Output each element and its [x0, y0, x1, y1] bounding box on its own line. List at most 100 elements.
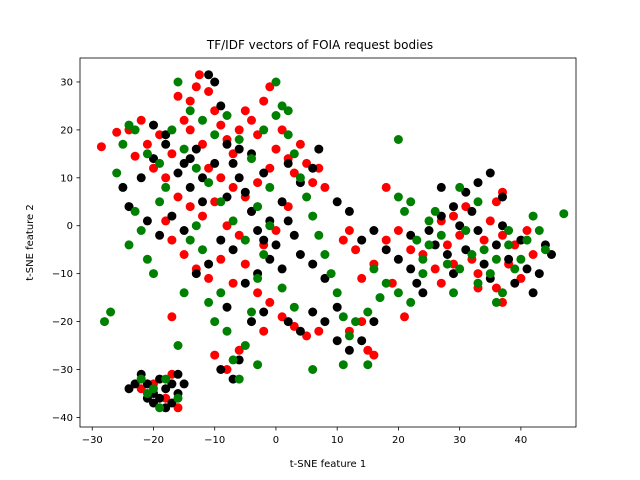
data-point-s0-25 [289, 168, 299, 178]
data-point-s1-62 [381, 245, 391, 255]
x-tick-label-3: 0 [273, 435, 279, 446]
data-point-s2-51 [216, 197, 226, 207]
data-point-s2-18 [228, 355, 238, 365]
data-point-s1-104 [485, 168, 495, 178]
data-point-s2-86 [467, 250, 477, 259]
data-point-s0-16 [234, 125, 244, 135]
data-point-s2-84 [455, 264, 465, 274]
x-tick-label-5: 20 [392, 435, 405, 446]
data-point-s2-64 [247, 154, 256, 164]
data-point-s0-53 [161, 216, 171, 226]
data-point-s0-21 [265, 82, 275, 92]
data-points [96, 70, 569, 413]
data-point-s2-93 [510, 264, 520, 274]
data-point-s2-80 [430, 206, 440, 216]
data-point-s1-114 [283, 158, 293, 168]
data-point-s1-72 [179, 379, 189, 389]
data-point-s2-35 [332, 288, 342, 298]
data-point-s2-28 [289, 149, 299, 159]
data-point-s0-48 [234, 230, 244, 240]
data-point-s0-108 [510, 240, 520, 250]
data-point-s1-75 [149, 398, 158, 408]
data-point-s2-57 [289, 302, 299, 312]
data-point-s1-86 [455, 221, 465, 231]
data-point-s2-11 [185, 235, 195, 245]
data-point-s0-83 [344, 226, 354, 235]
data-point-s0-26 [295, 139, 305, 149]
data-point-s0-92 [430, 264, 440, 274]
data-point-s2-27 [283, 130, 293, 140]
data-point-s1-106 [449, 202, 458, 212]
data-point-s2-85 [461, 226, 471, 235]
data-point-s1-34 [155, 230, 165, 240]
data-point-s1-73 [130, 379, 140, 389]
data-point-s2-58 [173, 77, 183, 87]
data-point-s2-34 [326, 269, 336, 279]
data-point-s2-95 [522, 235, 532, 245]
data-point-s0-23 [277, 125, 287, 135]
data-point-s2-83 [449, 288, 458, 298]
data-point-s2-10 [179, 288, 189, 298]
data-point-s2-23 [259, 250, 269, 259]
data-point-s0-84 [338, 235, 348, 245]
data-point-s2-78 [418, 269, 428, 279]
data-point-s1-7 [198, 197, 207, 207]
data-point-s1-43 [222, 302, 232, 312]
data-point-s2-87 [473, 278, 483, 288]
data-point-s2-66 [271, 111, 281, 120]
y-tick-label-2: −20 [52, 317, 73, 328]
data-point-s0-67 [210, 350, 220, 360]
data-point-s0-64 [289, 321, 299, 331]
data-point-s1-116 [308, 163, 318, 173]
data-point-s0-11 [204, 87, 214, 96]
data-point-s1-82 [430, 240, 440, 250]
data-point-s2-60 [198, 115, 207, 125]
data-point-s2-47 [167, 125, 177, 135]
data-point-s2-22 [253, 273, 263, 283]
data-point-s0-81 [357, 273, 367, 283]
data-point-s1-27 [240, 278, 250, 288]
data-point-s2-9 [173, 341, 183, 350]
data-point-s0-17 [240, 106, 250, 116]
data-point-s1-79 [167, 398, 177, 408]
data-point-s1-119 [412, 278, 422, 288]
data-point-s2-62 [222, 111, 232, 120]
data-point-s0-82 [351, 245, 361, 255]
data-point-s0-40 [136, 115, 146, 125]
data-point-s2-24 [265, 221, 275, 231]
data-point-s1-107 [436, 182, 446, 192]
data-point-s2-68 [136, 374, 146, 384]
data-point-s1-41 [259, 307, 269, 317]
data-point-s0-66 [314, 326, 324, 336]
data-point-s2-26 [277, 101, 287, 111]
data-point-s1-68 [155, 393, 165, 403]
data-point-s0-6 [167, 149, 177, 159]
data-point-s0-19 [253, 130, 263, 140]
data-point-s2-54 [253, 202, 263, 212]
data-point-s0-55 [179, 250, 189, 259]
data-point-s1-13 [234, 173, 244, 183]
data-point-s1-93 [498, 221, 507, 231]
data-point-s2-94 [516, 254, 526, 264]
data-point-s1-47 [283, 317, 293, 327]
data-point-s2-61 [210, 130, 220, 140]
data-point-s1-103 [473, 178, 483, 188]
data-point-s2-109 [455, 182, 465, 192]
data-point-s0-10 [194, 70, 204, 80]
data-point-s0-27 [302, 158, 312, 168]
data-point-s2-56 [277, 283, 287, 293]
data-point-s0-96 [455, 230, 465, 240]
data-point-s1-110 [210, 158, 220, 168]
data-point-s2-45 [142, 149, 152, 159]
data-point-s2-114 [253, 360, 263, 370]
data-point-s1-66 [142, 379, 152, 389]
data-point-s2-19 [234, 374, 244, 384]
data-point-s1-22 [289, 230, 299, 240]
data-point-s1-1 [124, 202, 134, 212]
data-point-s0-110 [528, 250, 538, 259]
data-point-s0-104 [491, 283, 501, 293]
data-point-s0-79 [363, 345, 373, 355]
data-point-s1-49 [308, 307, 318, 317]
x-tick-label-6: 30 [453, 435, 466, 446]
data-point-s1-37 [149, 120, 158, 130]
